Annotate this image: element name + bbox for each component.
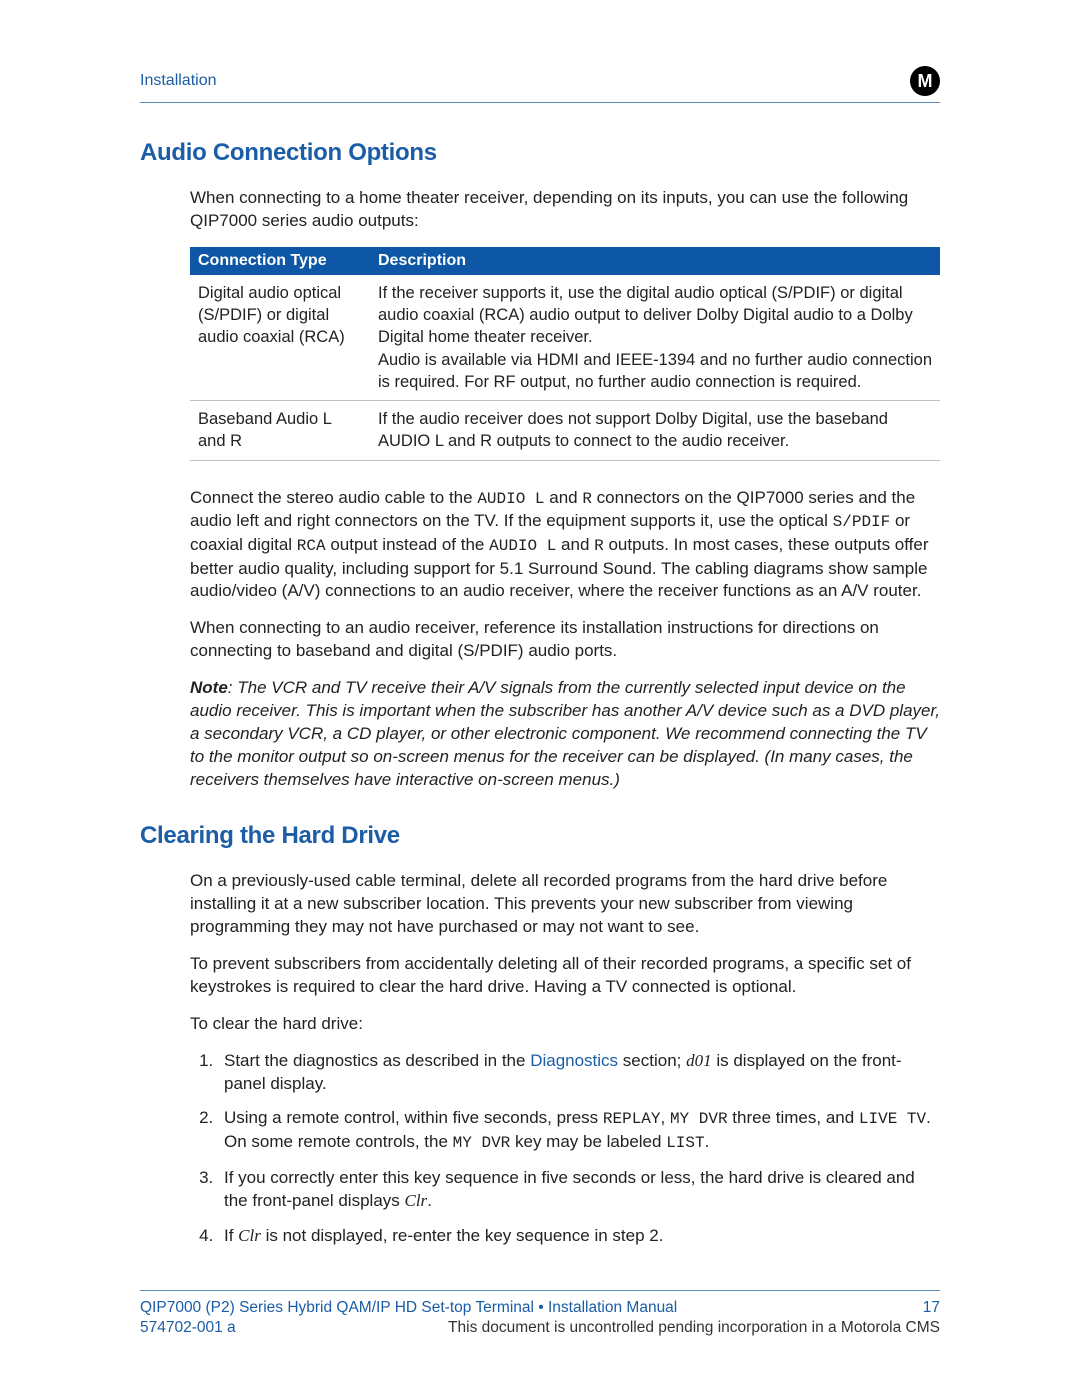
note-label: Note [190, 678, 228, 697]
body-paragraph: Connect the stereo audio cable to the AU… [190, 487, 940, 604]
breadcrumb: Installation [140, 72, 217, 90]
mono-text: AUDIO L [477, 490, 544, 508]
cell-desc: If the receiver supports it, use the dig… [370, 275, 940, 401]
cell-desc: If the audio receiver does not support D… [370, 401, 940, 461]
footer-doc-number: 574702-001 a [140, 1319, 236, 1337]
section-heading-audio: Audio Connection Options [140, 139, 940, 167]
mono-text: LIVE TV [859, 1110, 926, 1128]
text: and [545, 488, 583, 507]
cell-type: Digital audio optical (S/PDIF) or digita… [190, 275, 370, 401]
text: key may be labeled [510, 1132, 666, 1151]
text: three times, and [728, 1108, 859, 1127]
list-item: Start the diagnostics as described in th… [218, 1050, 940, 1096]
serif-text: Clr [238, 1226, 261, 1245]
text: . [705, 1132, 710, 1151]
body-paragraph: On a previously-used cable terminal, del… [190, 870, 940, 939]
serif-text: Clr [405, 1191, 428, 1210]
table-row: Baseband Audio L and R If the audio rece… [190, 401, 940, 461]
connection-table: Connection Type Description Digital audi… [190, 247, 940, 461]
footer-disclaimer: This document is uncontrolled pending in… [448, 1319, 940, 1337]
note-paragraph: Note: The VCR and TV receive their A/V s… [190, 677, 940, 792]
cell-type: Baseband Audio L and R [190, 401, 370, 461]
text: Using a remote control, within five seco… [224, 1108, 603, 1127]
text: output instead of the [326, 535, 490, 554]
mono-text: REPLAY [603, 1110, 661, 1128]
text: . [427, 1191, 432, 1210]
serif-text: d01 [686, 1051, 712, 1070]
list-item: Using a remote control, within five seco… [218, 1107, 940, 1154]
table-header-desc: Description [370, 247, 940, 275]
mono-text: S/PDIF [833, 513, 891, 531]
table-row: Digital audio optical (S/PDIF) or digita… [190, 275, 940, 401]
section-heading-hdd: Clearing the Hard Drive [140, 822, 940, 850]
table-header-type: Connection Type [190, 247, 370, 275]
steps-list: Start the diagnostics as described in th… [218, 1050, 940, 1248]
note-body: : The VCR and TV receive their A/V signa… [190, 678, 940, 789]
mono-text: R [582, 490, 592, 508]
page-header: Installation M [140, 66, 940, 103]
intro-paragraph: When connecting to a home theater receiv… [190, 187, 940, 233]
page-footer: QIP7000 (P2) Series Hybrid QAM/IP HD Set… [140, 1290, 940, 1337]
list-item: If Clr is not displayed, re-enter the ke… [218, 1225, 940, 1248]
footer-doc-title: QIP7000 (P2) Series Hybrid QAM/IP HD Set… [140, 1299, 677, 1317]
mono-text: R [594, 537, 604, 555]
text: and [556, 535, 594, 554]
body-paragraph: To prevent subscribers from accidentally… [190, 953, 940, 999]
diagnostics-link[interactable]: Diagnostics [530, 1051, 618, 1070]
body-paragraph: To clear the hard drive: [190, 1013, 940, 1036]
mono-text: RCA [297, 537, 326, 555]
footer-page-number: 17 [923, 1299, 940, 1317]
mono-text: MY DVR [453, 1134, 511, 1152]
text: , [661, 1108, 670, 1127]
text: section; [618, 1051, 686, 1070]
text: If [224, 1226, 238, 1245]
text: is not displayed, re-enter the key seque… [261, 1226, 664, 1245]
mono-text: AUDIO L [489, 537, 556, 555]
motorola-logo-icon: M [910, 66, 940, 96]
mono-text: MY DVR [670, 1110, 728, 1128]
text: Connect the stereo audio cable to the [190, 488, 477, 507]
text: Start the diagnostics as described in th… [224, 1051, 530, 1070]
body-paragraph: When connecting to an audio receiver, re… [190, 617, 940, 663]
list-item: If you correctly enter this key sequence… [218, 1167, 940, 1213]
mono-text: LIST [666, 1134, 704, 1152]
text: If you correctly enter this key sequence… [224, 1168, 915, 1210]
